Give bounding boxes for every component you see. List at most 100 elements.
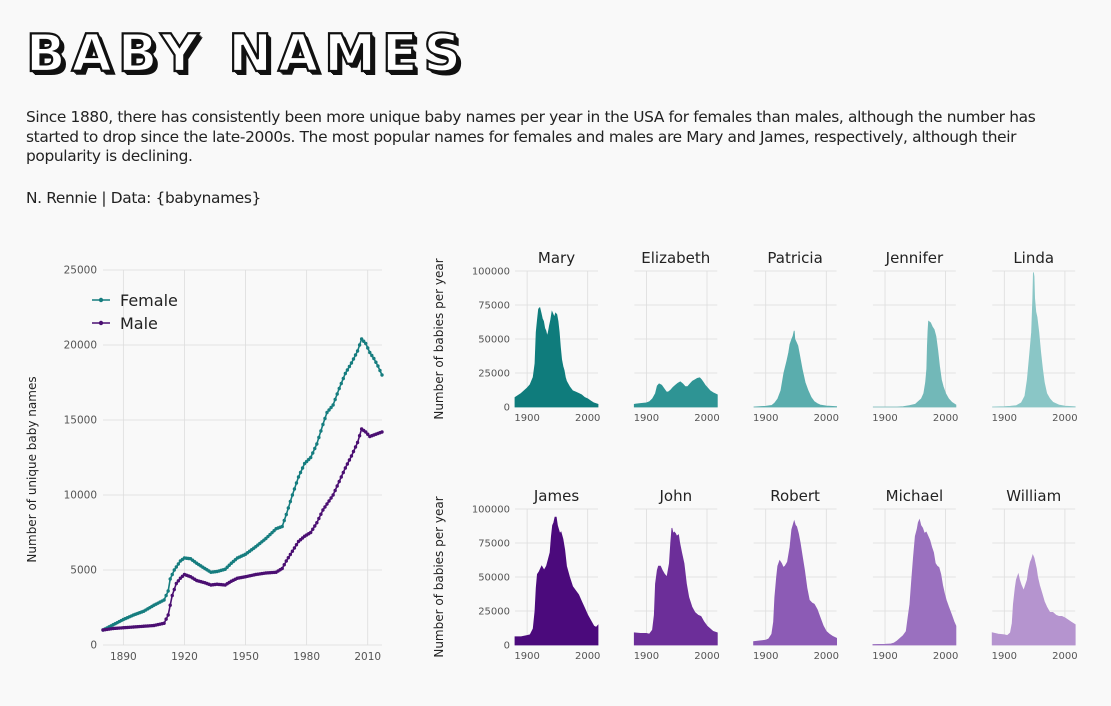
panel-y-tick-label: 75000 — [478, 539, 510, 550]
panel-x-tick-label: 1900 — [753, 651, 778, 662]
data-point — [341, 376, 346, 381]
data-point — [166, 613, 170, 617]
data-point — [319, 512, 323, 516]
data-point — [323, 505, 327, 509]
name-panel-james: 1900 2000 James 0 25000 50000 75000 100000 Numbe… — [432, 487, 600, 662]
data-point — [298, 470, 303, 475]
data-point — [341, 470, 346, 475]
data-point — [357, 434, 362, 438]
data-point — [376, 364, 380, 368]
data-point — [349, 361, 354, 365]
panel-y-tick-label: 75000 — [478, 301, 510, 312]
data-point — [280, 566, 284, 571]
data-point — [357, 343, 362, 347]
panel-area — [872, 320, 957, 408]
data-point — [335, 392, 339, 396]
data-point — [294, 481, 299, 485]
data-point — [333, 397, 337, 402]
data-point — [168, 603, 172, 607]
legend-marker — [98, 297, 104, 303]
panel-area — [514, 306, 599, 408]
data-point — [331, 493, 335, 497]
legend-label-female: Female — [120, 291, 178, 310]
data-point — [294, 543, 299, 547]
panel-title: William — [1006, 487, 1061, 505]
name-panel-robert: 1900 2000 Robert — [753, 487, 839, 662]
panel-title: Elizabeth — [641, 249, 710, 267]
data-point — [349, 454, 354, 458]
page-subtitle: Since 1880, there has consistently been … — [26, 108, 1036, 165]
data-point — [325, 410, 329, 415]
data-point — [368, 350, 372, 355]
data-point — [337, 479, 341, 484]
data-point — [315, 521, 319, 525]
panel-y-tick-label: 50000 — [478, 573, 510, 584]
data-point — [290, 549, 295, 553]
data-point — [164, 593, 168, 598]
panel-x-tick-label: 1900 — [514, 413, 539, 424]
data-point — [364, 341, 368, 346]
data-point — [313, 524, 317, 528]
data-point — [319, 429, 323, 433]
y-tick-label: 25000 — [64, 265, 97, 277]
panel-x-tick-label: 2000 — [1052, 413, 1077, 424]
data-point — [366, 346, 370, 350]
data-point — [286, 506, 291, 510]
data-point — [335, 484, 339, 488]
panel-x-tick-label: 2000 — [694, 651, 719, 662]
y-axis-label: Number of unique baby names — [25, 376, 39, 562]
data-point — [333, 488, 337, 493]
data-point — [325, 502, 329, 506]
name-panel-william: 1900 2000 William — [992, 487, 1078, 662]
panel-y-tick-label: 0 — [504, 403, 510, 414]
data-point — [174, 565, 179, 569]
panel-x-tick-label: 2000 — [814, 651, 839, 662]
panel-y-tick-label: 25000 — [478, 369, 510, 380]
data-point — [290, 493, 295, 497]
panel-x-tick-label: 1900 — [872, 651, 897, 662]
panel-title: John — [658, 487, 692, 505]
data-point — [168, 577, 172, 581]
data-point — [288, 552, 293, 557]
page-title: BABY NAMES — [25, 23, 467, 85]
data-point — [292, 487, 297, 491]
panel-area — [514, 516, 599, 646]
data-point — [296, 475, 301, 479]
data-point — [164, 617, 168, 621]
data-point — [372, 356, 376, 361]
series-line-male — [102, 427, 383, 631]
data-point — [321, 508, 325, 512]
panel-x-tick-label: 1900 — [992, 651, 1017, 662]
data-point — [361, 339, 366, 343]
y-tick-label: 20000 — [64, 340, 97, 352]
data-point — [351, 449, 356, 454]
panel-x-tick-label: 2000 — [694, 413, 719, 424]
data-point — [166, 589, 170, 593]
data-point — [311, 527, 315, 531]
panel-x-tick-label: 1900 — [753, 413, 778, 424]
name-panel-michael: 1900 2000 Michael — [872, 487, 958, 662]
data-point — [317, 435, 321, 440]
panel-title: Mary — [538, 249, 575, 267]
data-point — [366, 432, 370, 436]
panel-x-tick-label: 1900 — [872, 413, 897, 424]
panel-area — [872, 518, 957, 646]
page-caption: N. Rennie | Data: {babynames} — [26, 189, 261, 207]
data-point — [329, 405, 333, 410]
data-point — [323, 416, 327, 421]
data-point — [339, 381, 343, 386]
data-point — [174, 581, 179, 586]
data-point — [345, 368, 350, 372]
data-point — [343, 466, 348, 470]
data-point — [170, 572, 174, 577]
data-point — [288, 499, 293, 504]
x-tick-label: 1890 — [110, 651, 137, 663]
panel-x-tick-label: 2000 — [1052, 651, 1077, 662]
panel-area — [633, 527, 718, 646]
data-point — [162, 621, 166, 625]
data-point — [351, 357, 356, 361]
data-point — [374, 360, 378, 364]
name-panel-linda: 1900 2000 Linda — [992, 249, 1078, 424]
data-point — [364, 430, 368, 434]
data-point — [280, 524, 284, 529]
